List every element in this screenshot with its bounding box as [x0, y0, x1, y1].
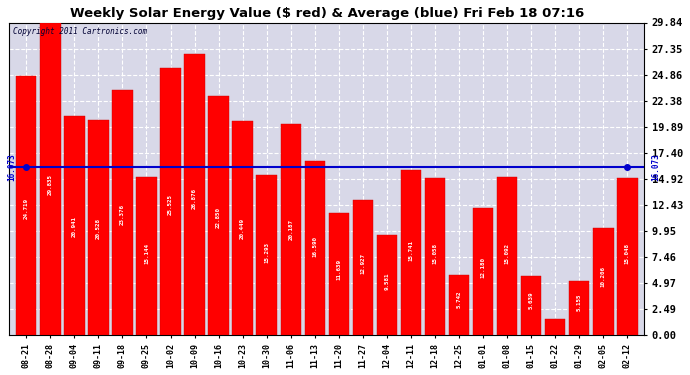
Text: 25.525: 25.525 — [168, 194, 173, 215]
Text: 11.639: 11.639 — [336, 260, 342, 280]
Text: Copyright 2011 Cartronics.com: Copyright 2011 Cartronics.com — [12, 27, 147, 36]
Text: 29.835: 29.835 — [48, 174, 53, 195]
Bar — [617, 178, 638, 335]
Bar — [593, 228, 613, 335]
Text: 15.058: 15.058 — [433, 243, 437, 264]
Text: 15.048: 15.048 — [625, 243, 630, 264]
Text: 15.092: 15.092 — [504, 243, 510, 264]
Text: 16.073: 16.073 — [651, 153, 660, 181]
Bar — [425, 177, 445, 335]
Bar — [64, 116, 85, 335]
Text: 20.941: 20.941 — [72, 216, 77, 237]
Text: 5.155: 5.155 — [577, 294, 582, 311]
Bar — [88, 120, 108, 335]
Bar — [497, 177, 518, 335]
Bar — [304, 162, 325, 335]
Text: 15.293: 15.293 — [264, 242, 269, 263]
Text: 16.073: 16.073 — [8, 153, 17, 181]
Bar — [233, 121, 253, 335]
Text: 20.187: 20.187 — [288, 219, 293, 240]
Text: 10.206: 10.206 — [601, 266, 606, 287]
Text: 15.144: 15.144 — [144, 243, 149, 264]
Bar — [208, 96, 229, 335]
Bar — [136, 177, 157, 335]
Bar — [521, 276, 542, 335]
Text: 5.742: 5.742 — [457, 291, 462, 308]
Bar — [184, 54, 205, 335]
Text: 15.741: 15.741 — [408, 240, 413, 261]
Bar — [16, 76, 37, 335]
Text: 20.528: 20.528 — [96, 217, 101, 238]
Title: Weekly Solar Energy Value ($ red) & Average (blue) Fri Feb 18 07:16: Weekly Solar Energy Value ($ red) & Aver… — [70, 7, 584, 20]
Text: 26.876: 26.876 — [192, 188, 197, 209]
Bar — [112, 90, 132, 335]
Bar — [377, 235, 397, 335]
Text: 23.376: 23.376 — [120, 204, 125, 225]
Bar — [353, 200, 373, 335]
Bar — [281, 124, 301, 335]
Text: 16.590: 16.590 — [313, 236, 317, 257]
Bar — [448, 275, 469, 335]
Bar — [160, 68, 181, 335]
Text: 20.449: 20.449 — [240, 218, 245, 239]
Bar — [545, 319, 565, 335]
Bar — [40, 22, 61, 335]
Bar — [569, 281, 589, 335]
Text: 9.581: 9.581 — [384, 273, 389, 290]
Text: 24.719: 24.719 — [23, 198, 29, 219]
Text: 22.850: 22.850 — [216, 207, 221, 228]
Bar — [401, 170, 421, 335]
Bar — [473, 208, 493, 335]
Text: 12.180: 12.180 — [480, 257, 486, 278]
Text: 5.639: 5.639 — [529, 291, 533, 309]
Bar — [257, 175, 277, 335]
Bar — [328, 213, 349, 335]
Text: 12.927: 12.927 — [360, 254, 366, 274]
